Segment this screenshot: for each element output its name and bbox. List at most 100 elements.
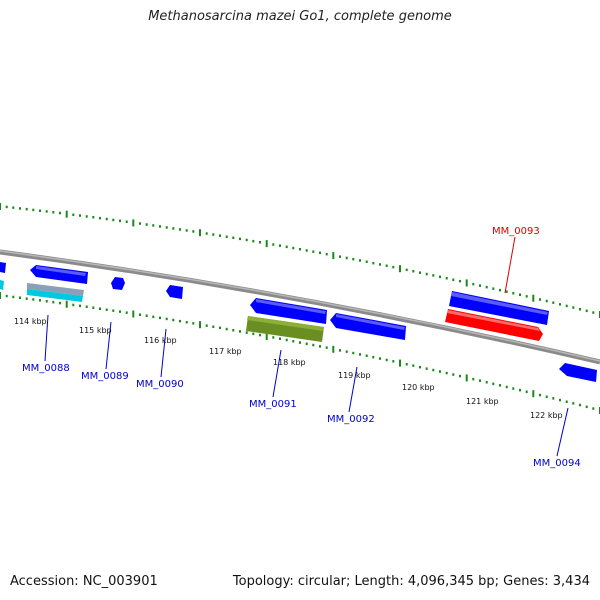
gene-feature[interactable] <box>250 298 327 324</box>
inner-tick-ring <box>0 292 600 414</box>
minor-tick <box>412 364 415 367</box>
minor-tick <box>439 370 441 373</box>
minor-tick <box>272 243 275 246</box>
minor-tick <box>185 229 188 232</box>
minor-tick <box>345 350 348 353</box>
major-tick <box>265 333 268 340</box>
gene-feature[interactable] <box>0 262 6 273</box>
minor-tick <box>565 304 568 308</box>
minor-tick <box>305 342 308 345</box>
minor-tick <box>139 222 141 225</box>
gene-label[interactable]: MM_0090 <box>136 379 184 390</box>
minor-tick <box>565 400 568 403</box>
gene-leader-lines <box>44 314 569 457</box>
highlighted-leader-line <box>504 236 516 294</box>
misc-feature[interactable] <box>27 283 84 296</box>
major-tick <box>399 265 401 273</box>
minor-tick <box>452 278 455 281</box>
scale-label: 115 kbp <box>79 326 112 335</box>
scale-label: 121 kbp <box>466 397 499 406</box>
minor-tick <box>279 244 281 247</box>
minor-tick <box>545 299 548 303</box>
minor-tick <box>545 395 548 398</box>
minor-tick <box>499 384 501 387</box>
minor-tick <box>225 327 228 331</box>
trna-feature[interactable] <box>0 280 4 290</box>
minor-tick <box>159 225 161 228</box>
trna-feature[interactable] <box>27 289 83 302</box>
major-tick <box>0 292 1 299</box>
highlighted-gene-label[interactable]: MM_0093 <box>492 226 540 237</box>
minor-tick <box>352 351 355 355</box>
minor-tick <box>225 235 228 238</box>
map-title: Methanosarcina mazei Go1, complete genom… <box>148 9 452 24</box>
minor-tick <box>105 217 108 221</box>
minor-tick <box>5 205 8 209</box>
minor-tick <box>272 336 275 339</box>
rrna-feature-highlight <box>247 316 324 331</box>
gene-label[interactable]: MM_0091 <box>249 399 297 410</box>
major-tick <box>465 279 468 287</box>
minor-tick <box>99 307 101 310</box>
minor-tick <box>579 308 581 311</box>
genome-summary-label: Topology: circular; Length: 4,096,345 bp… <box>232 574 590 589</box>
major-tick <box>199 229 201 237</box>
minor-tick <box>505 385 508 389</box>
minor-tick <box>105 308 108 311</box>
gene-feature[interactable] <box>559 363 597 382</box>
minor-tick <box>312 250 315 253</box>
minor-tick <box>539 298 541 301</box>
minor-tick <box>372 355 375 359</box>
major-tick <box>0 203 1 210</box>
minor-tick <box>159 316 161 320</box>
minor-tick <box>279 337 281 340</box>
minor-tick <box>285 245 288 249</box>
minor-tick <box>12 206 15 209</box>
major-tick <box>532 390 535 398</box>
minor-tick <box>379 357 381 360</box>
scale-label: 122 kbp <box>530 411 563 420</box>
minor-tick <box>492 382 495 386</box>
minor-tick <box>432 274 435 277</box>
minor-tick <box>239 330 241 333</box>
minor-tick <box>145 223 148 226</box>
minor-tick <box>432 368 435 372</box>
gene-feature <box>336 314 405 330</box>
minor-tick <box>379 263 381 266</box>
gene-label[interactable]: MM_0094 <box>533 458 581 469</box>
gene-label[interactable]: MM_0092 <box>327 414 375 425</box>
minor-tick <box>5 294 8 298</box>
minor-tick <box>505 290 508 293</box>
minor-tick <box>299 248 301 251</box>
gene-label[interactable]: MM_0089 <box>81 371 129 382</box>
minor-tick <box>259 333 261 337</box>
gene-feature[interactable] <box>111 277 125 290</box>
gene-label[interactable]: MM_0088 <box>22 363 70 374</box>
major-tick <box>265 240 268 248</box>
minor-tick <box>512 292 515 295</box>
minor-tick <box>39 209 41 212</box>
minor-tick <box>419 271 421 274</box>
minor-tick <box>212 325 215 328</box>
minor-tick <box>165 317 168 321</box>
minor-tick <box>72 213 75 216</box>
minor-tick <box>499 288 501 292</box>
minor-tick <box>145 314 148 317</box>
genome-backbone <box>0 249 600 365</box>
scale-label: 114 kbp <box>14 317 47 326</box>
minor-tick <box>92 306 95 309</box>
major-tick <box>132 219 135 227</box>
minor-tick <box>52 211 55 214</box>
gene-feature[interactable] <box>166 285 183 299</box>
minor-tick <box>359 353 361 356</box>
highlighted-gene-shade <box>447 310 540 331</box>
gene-feature[interactable] <box>330 313 406 340</box>
minor-tick <box>85 305 88 308</box>
scale-labels: 114 kbp 115 kbp 116 kbp 117 kbp 118 kbp … <box>14 317 563 420</box>
minor-tick <box>112 309 115 312</box>
minor-tick <box>405 268 408 272</box>
minor-tick <box>525 295 528 298</box>
minor-tick <box>345 256 348 260</box>
minor-tick <box>119 219 121 223</box>
minor-tick <box>185 321 188 324</box>
